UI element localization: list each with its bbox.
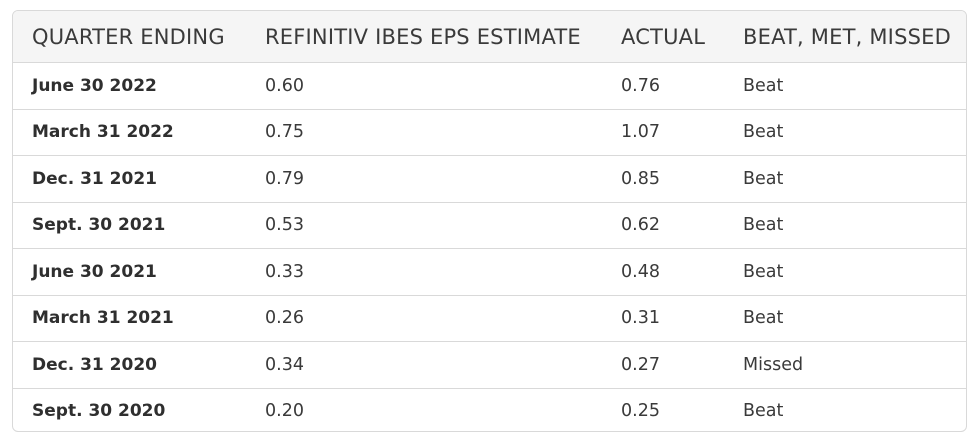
- cell-quarter: Sept. 30 2021: [13, 202, 246, 249]
- cell-result: Beat: [743, 401, 784, 422]
- cell-result: Beat: [724, 155, 966, 203]
- cell-actual: 0.85: [602, 155, 724, 203]
- table-body: June 30 2022 0.60 0.76 Beat March 31 202…: [13, 62, 966, 432]
- cell-actual: 0.31: [602, 295, 724, 342]
- cell-estimate: 0.26: [246, 295, 602, 342]
- cell-result: Beat: [724, 295, 966, 342]
- cell-actual: 0.25: [621, 401, 660, 422]
- cell-estimate: 0.75: [246, 109, 602, 156]
- header-actual: ACTUAL: [602, 11, 724, 63]
- table-row: Sept. 30 2020 0.20 0.25 Beat: [13, 388, 966, 431]
- cell-estimate: 0.60: [246, 62, 602, 110]
- header-eps-estimate: REFINITIV IBES EPS ESTIMATE: [246, 11, 602, 63]
- cell-result: Beat: [724, 248, 966, 296]
- cell-estimate: 0.33: [246, 248, 602, 296]
- cell-quarter: Dec. 31 2020: [13, 341, 246, 389]
- table-row: Dec. 31 2020 0.34 0.27 Missed: [13, 341, 966, 389]
- cell-actual: 0.76: [602, 62, 724, 110]
- header-row: QUARTER ENDING REFINITIV IBES EPS ESTIMA…: [13, 11, 966, 63]
- cell-quarter: Dec. 31 2021: [13, 155, 246, 203]
- cell-actual: 0.48: [602, 248, 724, 296]
- header-quarter-ending: QUARTER ENDING: [13, 11, 246, 63]
- table-row: March 31 2021 0.26 0.31 Beat: [13, 295, 966, 342]
- table-row: June 30 2021 0.33 0.48 Beat: [13, 248, 966, 296]
- cell-quarter: June 30 2021: [13, 248, 246, 296]
- cell-estimate: 0.79: [246, 155, 602, 203]
- cell-actual: 0.62: [602, 202, 724, 249]
- cell-quarter: March 31 2022: [13, 109, 246, 156]
- cell-actual: 0.27: [602, 341, 724, 389]
- table-row: Dec. 31 2021 0.79 0.85 Beat: [13, 155, 966, 203]
- cell-quarter: June 30 2022: [13, 62, 246, 110]
- table-header: QUARTER ENDING REFINITIV IBES EPS ESTIMA…: [13, 11, 966, 63]
- table-row: June 30 2022 0.60 0.76 Beat: [13, 62, 966, 110]
- table-row: March 31 2022 0.75 1.07 Beat: [13, 109, 966, 156]
- cell-estimate: 0.53: [246, 202, 602, 249]
- cell-result: Missed: [724, 341, 966, 389]
- cell-quarter: Sept. 30 2020: [32, 401, 166, 422]
- cell-result: Beat: [724, 202, 966, 249]
- cell-estimate: 0.20: [265, 401, 304, 422]
- cell-actual: 1.07: [602, 109, 724, 156]
- eps-table-container: QUARTER ENDING REFINITIV IBES EPS ESTIMA…: [12, 10, 967, 432]
- header-beat-met-missed: BEAT, MET, MISSED: [724, 11, 966, 63]
- table-row: Sept. 30 2021 0.53 0.62 Beat: [13, 202, 966, 249]
- cell-result: Beat: [724, 62, 966, 110]
- cell-estimate: 0.34: [246, 341, 602, 389]
- eps-table: QUARTER ENDING REFINITIV IBES EPS ESTIMA…: [13, 11, 966, 432]
- cell-quarter: March 31 2021: [13, 295, 246, 342]
- cell-result: Beat: [724, 109, 966, 156]
